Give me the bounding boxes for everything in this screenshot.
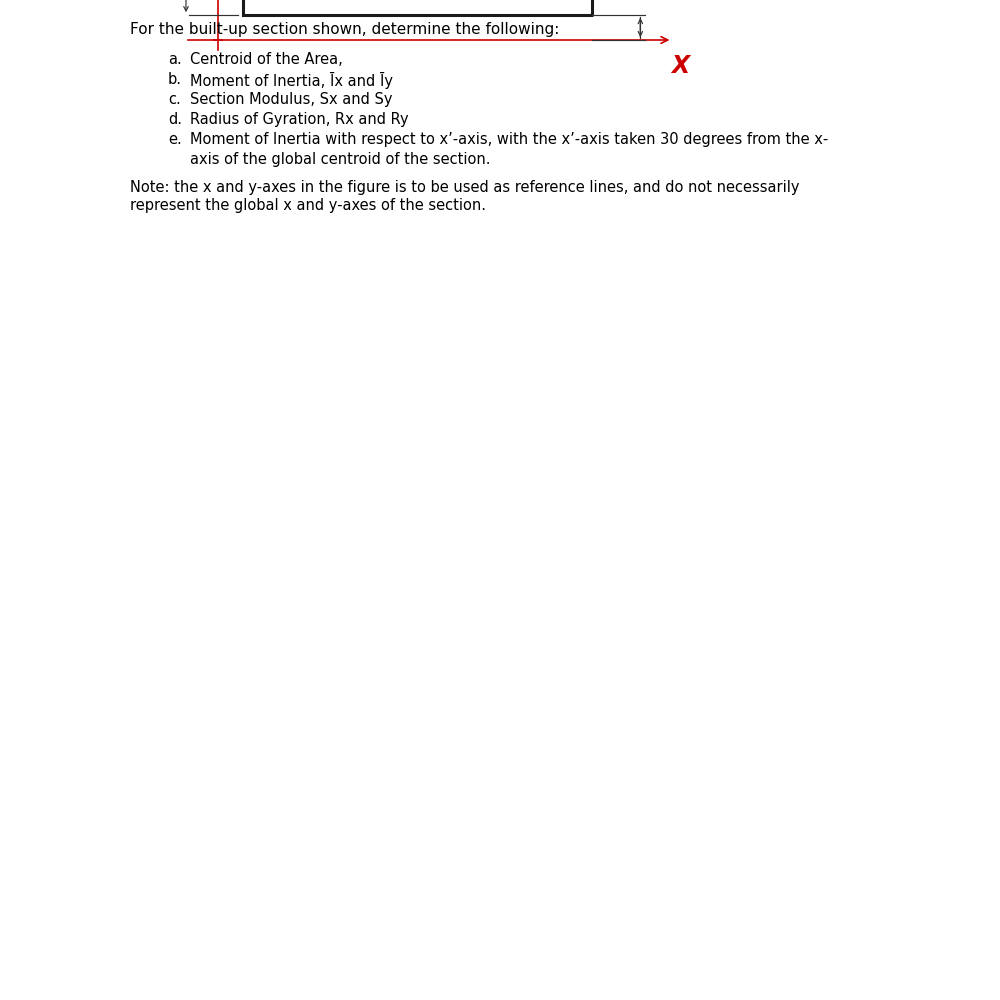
Text: a.: a.: [168, 52, 182, 67]
Text: Radius of Gyration, Rx and Ry: Radius of Gyration, Rx and Ry: [190, 112, 409, 127]
Text: c.: c.: [168, 92, 181, 107]
Text: Note: the x and y-axes in the figure is to be used as reference lines, and do no: Note: the x and y-axes in the figure is …: [130, 180, 800, 195]
Text: Centroid of the Area,: Centroid of the Area,: [190, 52, 343, 67]
Text: X: X: [671, 54, 689, 78]
Text: Moment of Inertia with respect to x’-axis, with the x’-axis taken 30 degrees fro: Moment of Inertia with respect to x’-axi…: [190, 132, 828, 147]
Text: e.: e.: [168, 132, 182, 147]
Text: d.: d.: [168, 112, 182, 127]
Text: b.: b.: [168, 72, 182, 87]
Text: axis of the global centroid of the section.: axis of the global centroid of the secti…: [190, 152, 490, 167]
Text: represent the global x and y-axes of the section.: represent the global x and y-axes of the…: [130, 198, 486, 213]
Text: For the built-up section shown, determine the following:: For the built-up section shown, determin…: [130, 22, 559, 37]
Text: Section Modulus, Sx and Sy: Section Modulus, Sx and Sy: [190, 92, 392, 107]
Text: Moment of Inertia, Īx and Īy: Moment of Inertia, Īx and Īy: [190, 72, 393, 89]
